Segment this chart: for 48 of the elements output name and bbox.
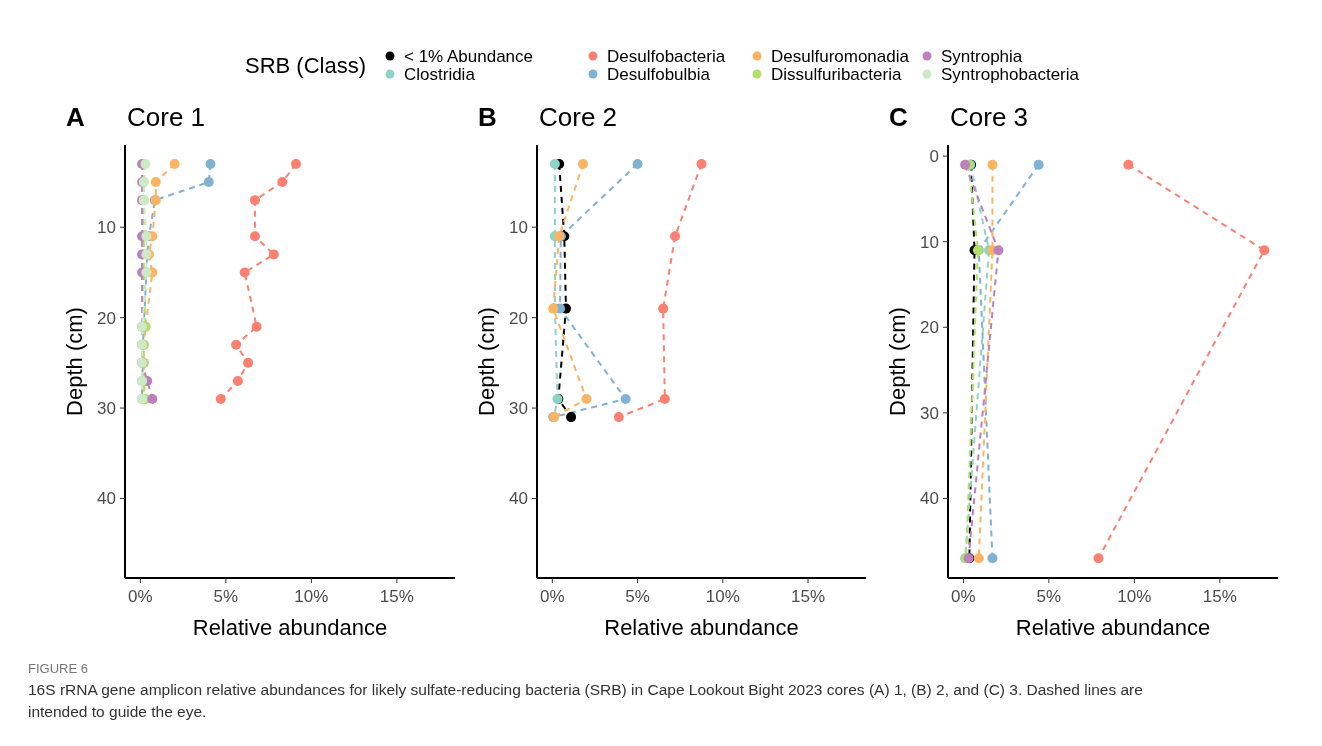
x-tick-label: 0% [540,587,565,606]
x-tick-label: 10% [1117,587,1152,606]
x-axis-title: Relative abundance [604,615,799,640]
text: 16S rRNA gene amplicon relative abundances for likely sulfate-reducing bacteria (SRB) in Cape Lookout Bight 2023 cores (A) 1, (B) 2, and (C) 3. Dashed lines are intended to guide the eye. [28,681,1143,720]
text: B [478,102,497,132]
y-tick-label: 40 [97,489,116,509]
chart-title: Core 1 [127,102,206,132]
y-axis-title: Depth (cm) [62,307,87,416]
x-tick-label: 10% [294,587,329,606]
x-tick-label: 10% [705,587,740,606]
x-tick-label: 15% [791,587,826,606]
legend-label: Clostridia [404,64,476,84]
x-axis-title: Relative abundance [192,615,388,640]
y-axis-title: Depth (cm) [885,307,910,416]
y-tick-label: 10 [509,218,528,238]
y-axis-title: Depth (cm) [474,307,499,416]
y-tick-label: 30 [97,399,116,418]
legend-label: < 1% Abundance [404,46,534,66]
y-tick-label: 20 [509,308,528,328]
x-tick-label: 5% [625,587,650,606]
legend-label: Syntrophobacteria [941,64,1080,84]
y-tick-label: 30 [920,403,939,423]
x-tick-label: 0% [128,587,153,606]
legend-label: Dissulfuribacteria [771,64,902,84]
y-tick-label: 40 [509,489,528,509]
y-tick-label: 10 [97,218,116,238]
legend-label: Desulfobulbia [607,64,711,84]
x-tick-label: 15% [379,587,414,606]
y-tick-label: 30 [509,399,528,418]
chart-title: Core 2 [539,102,618,132]
legend-title: SRB (Class) [245,53,367,78]
legend-label: Syntrophia [941,46,1023,66]
chart-title: Core 3 [950,102,1029,132]
y-tick-label: 0 [929,147,939,167]
legend-label: Desulfuromonadia [771,46,910,66]
legend-label: Desulfobacteria [607,46,726,66]
x-tick-label: 0% [951,587,976,606]
y-tick-label: 20 [97,308,116,328]
x-tick-label: 5% [213,587,239,606]
x-tick-label: 15% [1202,587,1237,606]
text: A [66,102,85,132]
text: C [889,102,908,132]
y-tick-label: 20 [920,318,939,338]
y-tick-label: 10 [920,232,939,252]
y-tick-label: 40 [920,489,939,509]
caption: FIGURE 6 [28,661,88,676]
x-axis-title: Relative abundance [1015,615,1211,640]
x-tick-label: 5% [1036,587,1062,606]
